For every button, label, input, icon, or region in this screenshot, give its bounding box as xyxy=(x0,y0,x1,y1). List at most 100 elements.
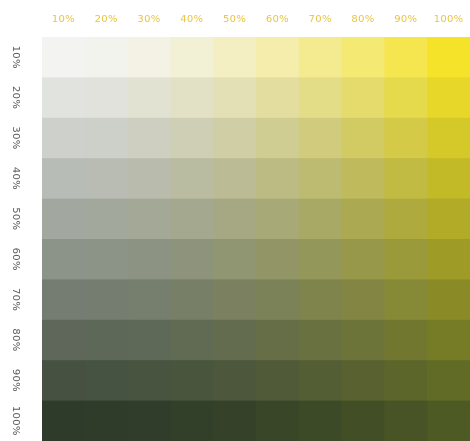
grid-cell-r6-c6 xyxy=(256,239,300,280)
grid-cell-r9-c9 xyxy=(384,360,428,402)
x-axis-tick-labels: 10% 20% 30% 40% 50% 60% 70% 80% 90% 100% xyxy=(52,14,464,25)
grid-cell-r7-c7 xyxy=(298,279,343,321)
grid-cell-r4-c10 xyxy=(427,158,470,200)
grid-cell-r8-c3 xyxy=(127,319,171,361)
grid-cell-r4-c8 xyxy=(341,158,385,200)
grid-cell-r9-c6 xyxy=(256,360,300,402)
y-axis-tick-labels: 10% 20% 30% 40% 50% 60% 70% 80% 90% 100% xyxy=(10,46,21,436)
grid-cell-r9-c2 xyxy=(84,360,129,402)
grid-cell-r6-c9 xyxy=(384,239,428,280)
grid-cell-r1-c1 xyxy=(42,37,86,78)
grid-cell-r4-c2 xyxy=(84,158,129,200)
grid-cell-r8-c5 xyxy=(213,319,257,361)
grid-cell-r9-c3 xyxy=(127,360,171,402)
grid-cell-r7-c10 xyxy=(427,279,470,321)
y-tick-label: 50% xyxy=(10,207,21,230)
grid-cell-r7-c1 xyxy=(42,279,86,321)
grid-cell-r6-c5 xyxy=(213,239,257,280)
x-tick-label: 90% xyxy=(394,14,417,25)
x-tick-label: 80% xyxy=(351,14,374,25)
grid-cell-r1-c8 xyxy=(341,37,385,78)
grid-cell-r1-c10 xyxy=(427,37,470,78)
y-tick-label: 40% xyxy=(10,167,21,190)
x-tick-label: 60% xyxy=(266,14,289,25)
grid-cell-r3-c1 xyxy=(42,117,86,159)
grid-cell-r4-c6 xyxy=(256,158,300,200)
grid-cell-r9-c1 xyxy=(42,360,86,402)
grid-cell-r3-c9 xyxy=(384,117,428,159)
grid-cell-r8-c8 xyxy=(341,319,385,361)
grid-cell-r3-c2 xyxy=(84,117,129,159)
grid-cell-r3-c8 xyxy=(341,117,385,159)
grid-cell-r6-c7 xyxy=(298,239,343,280)
grid-cell-r2-c3 xyxy=(127,77,171,119)
grid-cell-r3-c3 xyxy=(127,117,171,159)
grid-cell-r2-c4 xyxy=(170,77,214,119)
grid-cell-r10-c4 xyxy=(170,400,214,441)
y-tick-label: 10% xyxy=(10,46,21,69)
grid-cell-r2-c8 xyxy=(341,77,385,119)
grid-cell-r1-c9 xyxy=(384,37,428,78)
y-tick-label: 30% xyxy=(10,126,21,149)
y-tick-label: 20% xyxy=(10,86,21,109)
grid-cell-r5-c2 xyxy=(84,198,129,240)
grid-cell-r4-c3 xyxy=(127,158,171,200)
grid-cell-r10-c5 xyxy=(213,400,257,441)
grid-cell-r10-c8 xyxy=(341,400,385,441)
x-tick-label: 30% xyxy=(137,14,160,25)
grid-cell-r10-c2 xyxy=(84,400,129,441)
y-tick-label: 90% xyxy=(10,369,21,392)
grid-cell-r8-c4 xyxy=(170,319,214,361)
grid-cell-r5-c6 xyxy=(256,198,300,240)
grid-cell-r10-c6 xyxy=(256,400,300,441)
grid-cell-r7-c2 xyxy=(84,279,129,321)
grid-cells xyxy=(42,37,470,441)
grid-cell-r6-c8 xyxy=(341,239,385,280)
grid-cell-r2-c7 xyxy=(298,77,343,119)
grid-cell-r5-c9 xyxy=(384,198,428,240)
grid-cell-r1-c3 xyxy=(127,37,171,78)
y-tick-label: 60% xyxy=(10,248,21,271)
y-tick-label: 80% xyxy=(10,328,21,351)
grid-cell-r7-c5 xyxy=(213,279,257,321)
grid-cell-r5-c3 xyxy=(127,198,171,240)
grid-cell-r2-c10 xyxy=(427,77,470,119)
x-tick-label: 40% xyxy=(180,14,203,25)
y-tick-label: 100% xyxy=(10,406,21,436)
grid-cell-r7-c6 xyxy=(256,279,300,321)
grid-cell-r1-c6 xyxy=(256,37,300,78)
grid-cell-r10-c7 xyxy=(298,400,343,441)
grid-cell-r6-c3 xyxy=(127,239,171,280)
grid-cell-r8-c9 xyxy=(384,319,428,361)
grid-cell-r10-c1 xyxy=(42,400,86,441)
grid-cell-r3-c10 xyxy=(427,117,470,159)
grid-cell-r2-c1 xyxy=(42,77,86,119)
grid-cell-r3-c4 xyxy=(170,117,214,159)
y-tick-label: 70% xyxy=(10,288,21,311)
grid-cell-r3-c6 xyxy=(256,117,300,159)
grid-cell-r10-c9 xyxy=(384,400,428,441)
grid-cell-r4-c5 xyxy=(213,158,257,200)
grid-cell-r1-c5 xyxy=(213,37,257,78)
grid-cell-r4-c1 xyxy=(42,158,86,200)
grid-cell-r2-c6 xyxy=(256,77,300,119)
grid-cell-r1-c7 xyxy=(298,37,343,78)
grid-cell-r7-c9 xyxy=(384,279,428,321)
grid-cell-r9-c8 xyxy=(341,360,385,402)
grid-cell-r1-c2 xyxy=(84,37,129,78)
grid-cell-r9-c10 xyxy=(427,360,470,402)
grid-cell-r2-c5 xyxy=(213,77,257,119)
grid-cell-r10-c3 xyxy=(127,400,171,441)
grid-cell-r6-c2 xyxy=(84,239,129,280)
grid-cell-r5-c10 xyxy=(427,198,470,240)
grid-cell-r5-c8 xyxy=(341,198,385,240)
x-tick-label: 20% xyxy=(95,14,118,25)
grid-cell-r4-c4 xyxy=(170,158,214,200)
grid-cell-r1-c4 xyxy=(170,37,214,78)
grid-cell-r7-c4 xyxy=(170,279,214,321)
grid-cell-r3-c5 xyxy=(213,117,257,159)
grid-cell-r9-c4 xyxy=(170,360,214,402)
grid-cell-r8-c7 xyxy=(298,319,343,361)
x-tick-label: 100% xyxy=(434,14,464,25)
